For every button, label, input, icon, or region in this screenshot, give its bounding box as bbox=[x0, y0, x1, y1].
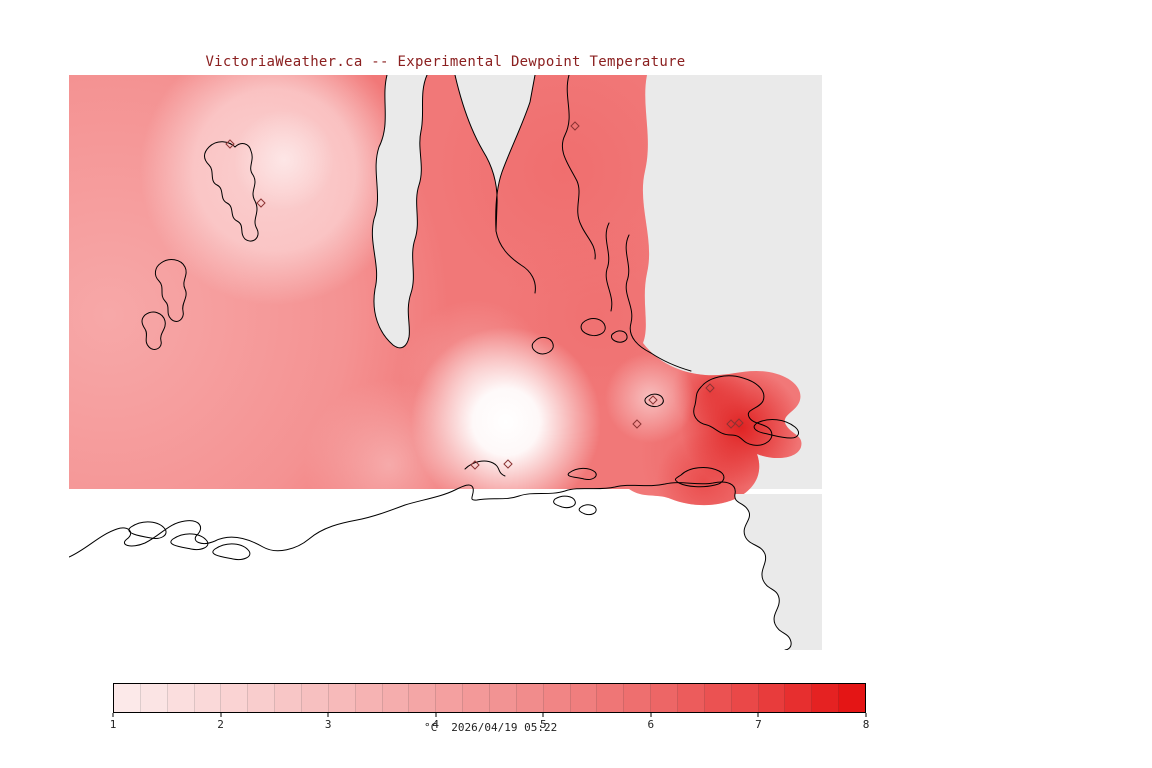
scale-segment bbox=[570, 684, 598, 712]
scale-ticks: 1 2 3 4 5 6 7 8 bbox=[109, 713, 869, 739]
scale-segment bbox=[167, 684, 195, 712]
page-title: VictoriaWeather.ca -- Experimental Dewpo… bbox=[205, 54, 686, 70]
scale-segment bbox=[543, 684, 571, 712]
scale-segment bbox=[140, 684, 168, 712]
scale-segment bbox=[355, 684, 383, 712]
station-marker bbox=[570, 121, 580, 131]
scale-tick bbox=[865, 713, 867, 717]
scale-tick bbox=[112, 713, 114, 717]
scale-units: °C bbox=[424, 721, 438, 734]
station-marker bbox=[726, 419, 736, 429]
color-scale-bar bbox=[113, 683, 866, 713]
station-marker bbox=[705, 383, 715, 393]
no-data-channels bbox=[372, 75, 535, 348]
scale-segment bbox=[624, 684, 652, 712]
scale-tick bbox=[542, 713, 544, 717]
scale-segment bbox=[302, 684, 329, 712]
scale-segment bbox=[409, 684, 437, 712]
below-range-region bbox=[69, 489, 822, 650]
station-marker bbox=[648, 395, 658, 405]
scale-segment bbox=[678, 684, 705, 712]
scale-segment bbox=[516, 684, 544, 712]
scale-segment bbox=[463, 684, 491, 712]
scale-segment bbox=[812, 684, 840, 712]
coastlines bbox=[69, 75, 799, 650]
scale-tick bbox=[757, 713, 759, 717]
scale-tick-label: 4 bbox=[432, 718, 440, 731]
station-marker bbox=[503, 459, 513, 469]
scale-segment bbox=[704, 684, 732, 712]
scale-tick-label: 5 bbox=[539, 718, 547, 731]
scale-segment bbox=[194, 684, 222, 712]
scale-segment bbox=[651, 684, 679, 712]
scale-tick-label: 2 bbox=[217, 718, 224, 731]
station-marker bbox=[470, 460, 480, 470]
scale-segment bbox=[597, 684, 625, 712]
scale-tick-label: 6 bbox=[647, 718, 655, 731]
scale-tick bbox=[650, 713, 652, 717]
scale-segment bbox=[382, 684, 410, 712]
scale-segment bbox=[436, 684, 464, 712]
scale-tick bbox=[435, 713, 437, 717]
scale-segment bbox=[731, 684, 759, 712]
scale-segment bbox=[785, 684, 813, 712]
no-data-sea-region bbox=[734, 494, 822, 650]
scale-tick-label: 1 bbox=[109, 718, 117, 731]
scale-segment bbox=[758, 684, 786, 712]
scale-segment bbox=[490, 684, 517, 712]
weather-map bbox=[69, 75, 822, 650]
scale-tick bbox=[220, 713, 222, 717]
station-markers bbox=[225, 121, 744, 470]
station-marker bbox=[632, 419, 642, 429]
station-marker bbox=[734, 418, 744, 428]
scale-timestamp: 2026/04/19 05:22 bbox=[451, 721, 558, 734]
scale-tick bbox=[327, 713, 329, 717]
scale-segment bbox=[114, 684, 141, 712]
scale-segment bbox=[328, 684, 356, 712]
scale-units-line: °C 2026/04/19 05:22 bbox=[424, 721, 557, 734]
scale-tick-label: 8 bbox=[862, 718, 870, 731]
scale-segment bbox=[275, 684, 303, 712]
station-marker bbox=[256, 198, 266, 208]
scale-tick-label: 7 bbox=[755, 718, 762, 731]
map-svg bbox=[69, 75, 822, 650]
station-marker bbox=[225, 139, 235, 149]
scale-segment bbox=[839, 684, 866, 712]
scale-tick-label: 3 bbox=[324, 718, 332, 731]
scale-segment bbox=[221, 684, 249, 712]
scale-segment bbox=[248, 684, 276, 712]
